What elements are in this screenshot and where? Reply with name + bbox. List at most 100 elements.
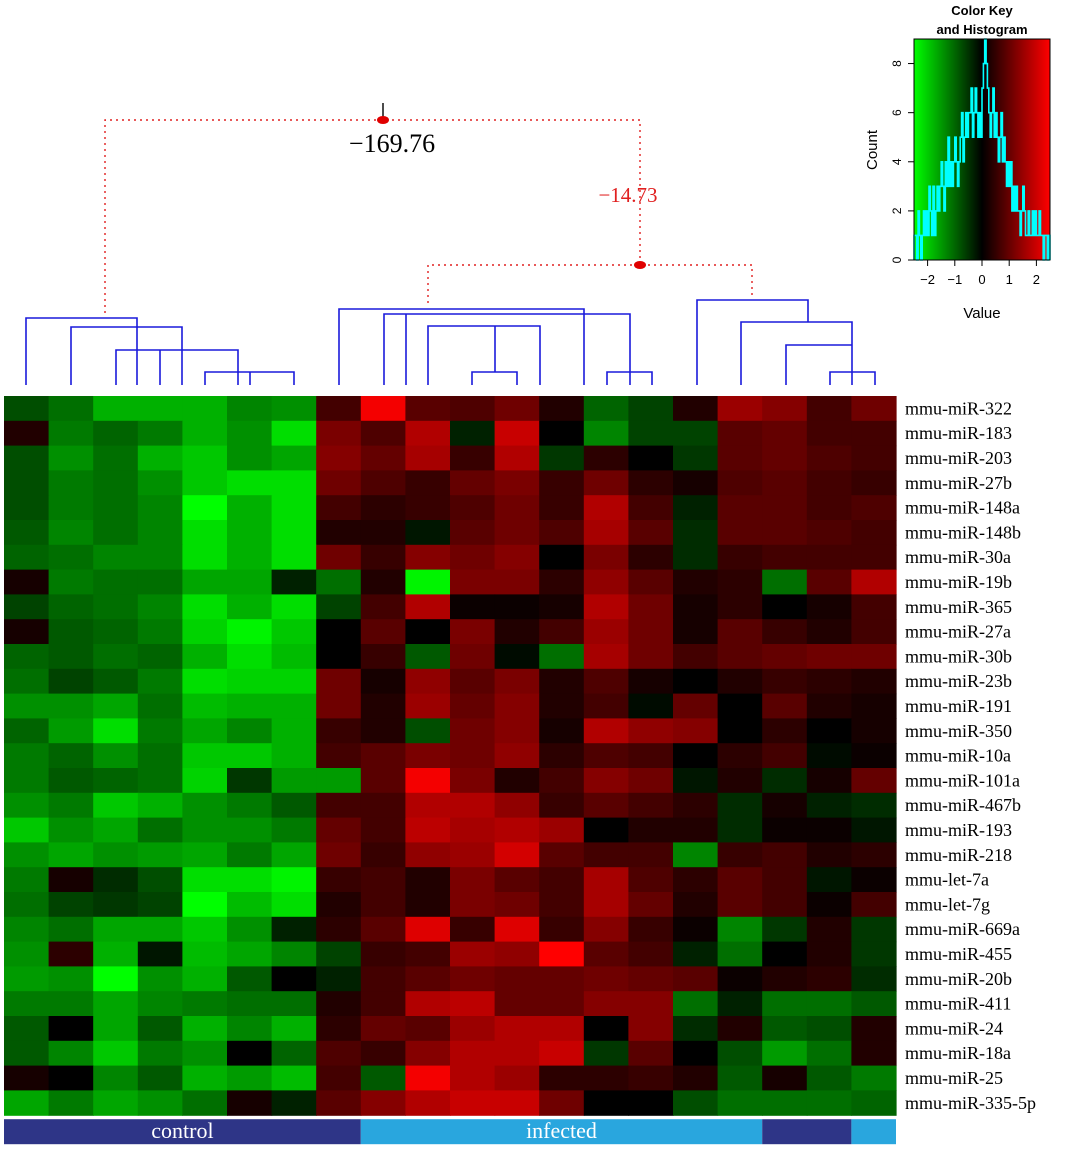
heatmap-cell	[628, 520, 674, 546]
heatmap-cell	[583, 1016, 629, 1042]
heatmap-cell	[628, 1090, 674, 1116]
heatmap-cell	[227, 619, 273, 645]
heatmap-cell	[405, 842, 451, 868]
heatmap-cell	[227, 569, 273, 595]
heatmap-cell	[494, 941, 540, 967]
heatmap-cell	[271, 520, 317, 546]
heatmap-cell	[93, 817, 139, 843]
row-label: mmu-miR-25	[905, 1068, 1003, 1088]
heatmap-cell	[851, 867, 897, 893]
heatmap-cell	[851, 420, 897, 447]
heatmap-cell	[806, 495, 852, 521]
heatmap-cell	[762, 693, 808, 719]
heatmap-cell	[4, 445, 50, 471]
dendro-branch	[740, 321, 853, 385]
heatmap-cell	[48, 1016, 94, 1042]
heatmap-cell	[539, 743, 585, 769]
heatmap-cell	[360, 668, 406, 695]
heatmap-cell	[806, 544, 852, 571]
heatmap-cell	[271, 470, 317, 496]
heatmap-cell	[494, 768, 540, 794]
heatmap-cell	[182, 495, 228, 521]
heatmap-cell	[806, 842, 852, 868]
heatmap-cell	[851, 495, 897, 521]
heatmap-cell	[762, 1090, 808, 1116]
heatmap-cell	[93, 445, 139, 471]
heatmap-cell	[539, 1065, 585, 1091]
heatmap-cell	[48, 1090, 94, 1116]
heatmap-cell	[4, 1090, 50, 1116]
heatmap-cell	[227, 941, 273, 967]
heatmap-cell	[405, 644, 451, 670]
heatmap-cell	[48, 792, 94, 819]
heatmap-cell	[673, 1016, 719, 1042]
heatmap-cell	[137, 445, 183, 471]
heatmap-cell	[182, 768, 228, 794]
heatmap-cell	[494, 594, 540, 620]
row-label: mmu-miR-467b	[905, 795, 1021, 815]
heatmap-cell	[271, 743, 317, 769]
heatmap-cell	[583, 1065, 629, 1091]
heatmap-cell	[4, 644, 50, 670]
heatmap-cell	[673, 693, 719, 719]
heatmap-cell	[405, 1065, 451, 1091]
heatmap-cell	[806, 817, 852, 843]
heatmap-cell	[539, 842, 585, 868]
heatmap-cell	[93, 470, 139, 496]
heatmap-cell	[494, 991, 540, 1017]
heatmap-cell	[717, 743, 763, 769]
heatmap-cell	[851, 693, 897, 719]
heatmap-cell	[851, 668, 897, 695]
heatmap-cell	[360, 1090, 406, 1116]
heatmap-cell	[316, 569, 362, 595]
row-label: mmu-miR-411	[905, 994, 1011, 1014]
heatmap-cell	[583, 594, 629, 620]
heatmap-cell	[673, 1090, 719, 1116]
heatmap-cell	[717, 991, 763, 1017]
heatmap-cell	[806, 668, 852, 695]
heatmap-cell	[851, 520, 897, 546]
heatmap-cell	[450, 892, 496, 918]
heatmap-cell	[405, 619, 451, 645]
heatmap-cell	[227, 1040, 273, 1067]
heatmap-cell	[450, 420, 496, 447]
heatmap-cell	[628, 668, 674, 695]
heatmap-cell	[539, 520, 585, 546]
heatmap-cell	[93, 693, 139, 719]
heatmap-cell	[762, 916, 808, 943]
heatmap-cell	[762, 594, 808, 620]
dendro-branch	[25, 317, 138, 385]
heatmap-cell	[851, 991, 897, 1017]
row-label: mmu-miR-30b	[905, 646, 1012, 666]
heatmap-cell	[93, 420, 139, 447]
heatmap-cell	[450, 1016, 496, 1042]
heatmap-cell	[316, 445, 362, 471]
heatmap-cell	[405, 520, 451, 546]
heatmap-cell	[4, 743, 50, 769]
heatmap-cell	[316, 1040, 362, 1067]
heatmap-cell	[405, 1090, 451, 1116]
heatmap-cell	[4, 1065, 50, 1091]
key-x-tick-label: −2	[920, 272, 935, 287]
heatmap-cell	[539, 792, 585, 819]
heatmap-cell	[450, 718, 496, 744]
heatmap-cell	[405, 743, 451, 769]
root-node-label: −169.76	[349, 129, 435, 158]
heatmap-cell	[405, 792, 451, 819]
group-segment	[762, 1119, 852, 1145]
heatmap-cell	[628, 1040, 674, 1067]
group-segment	[4, 1119, 361, 1145]
heatmap-cell	[583, 867, 629, 893]
heatmap-cell	[450, 594, 496, 620]
heatmap-cell	[271, 420, 317, 447]
heatmap-cell	[539, 396, 585, 422]
heatmap-cell	[48, 817, 94, 843]
heatmap-cell	[450, 544, 496, 571]
heatmap-cell	[851, 1090, 897, 1116]
heatmap-cell	[316, 1090, 362, 1116]
dendro-branch	[696, 299, 809, 385]
heatmap-cell	[4, 668, 50, 695]
heatmap-cell	[93, 1040, 139, 1067]
heatmap-cell	[227, 520, 273, 546]
